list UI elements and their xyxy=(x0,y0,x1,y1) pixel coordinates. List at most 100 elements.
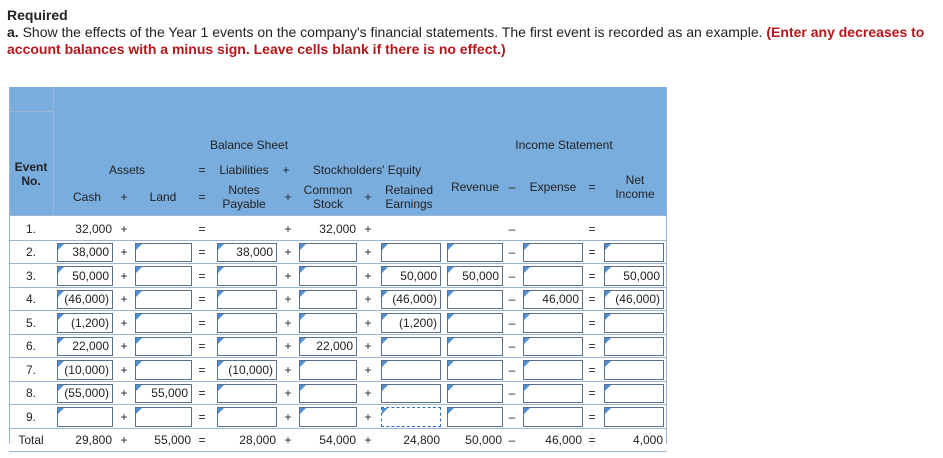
row-divider xyxy=(9,310,667,311)
expense-input[interactable]: 46,000 xyxy=(523,289,583,309)
stock-input[interactable]: 22,000 xyxy=(299,336,357,356)
stock-input[interactable] xyxy=(299,289,357,309)
retained-input[interactable] xyxy=(381,360,441,380)
input-marker-icon xyxy=(605,314,611,320)
cash-input[interactable]: 38,000 xyxy=(57,242,113,262)
retained-input[interactable] xyxy=(381,407,441,427)
revenue-input[interactable] xyxy=(447,383,503,403)
cash-input[interactable]: 22,000 xyxy=(57,336,113,356)
land-input[interactable] xyxy=(135,289,192,309)
revenue-input[interactable] xyxy=(447,242,503,262)
equals-operator: = xyxy=(198,339,206,354)
stock-input[interactable] xyxy=(299,360,357,380)
expense-input[interactable] xyxy=(523,360,583,380)
stock-input[interactable] xyxy=(299,266,357,286)
net-input[interactable] xyxy=(604,383,664,403)
revenue-input[interactable] xyxy=(447,407,503,427)
net-input[interactable] xyxy=(604,407,664,427)
notes-input[interactable] xyxy=(217,383,277,403)
row-divider xyxy=(9,380,667,382)
retained-input[interactable]: (46,000) xyxy=(381,289,441,309)
notes-input[interactable] xyxy=(217,289,277,309)
cash-input[interactable]: 50,000 xyxy=(57,266,113,286)
notes-input[interactable]: 38,000 xyxy=(217,242,277,262)
stock-input[interactable] xyxy=(299,407,357,427)
retained-input[interactable] xyxy=(381,383,441,403)
cash-input[interactable]: (1,200) xyxy=(57,313,113,333)
input-marker-icon xyxy=(524,408,530,414)
input-marker-icon xyxy=(382,314,388,320)
land-input[interactable] xyxy=(135,313,192,333)
stock-input[interactable] xyxy=(299,242,357,262)
equals-operator: = xyxy=(198,190,206,204)
net-input[interactable] xyxy=(604,242,664,262)
expense-input[interactable] xyxy=(523,266,583,286)
input-marker-icon xyxy=(448,408,454,414)
net-input[interactable] xyxy=(604,313,664,333)
revenue-input[interactable] xyxy=(447,313,503,333)
retained-value: 50,000 xyxy=(400,268,437,283)
retained-input[interactable]: 50,000 xyxy=(381,266,441,286)
equals-operator: = xyxy=(198,163,206,177)
retained-input[interactable] xyxy=(381,336,441,356)
expense-input[interactable] xyxy=(523,383,583,403)
land-input[interactable] xyxy=(135,336,192,356)
input-marker-icon xyxy=(448,384,454,391)
minus-operator: – xyxy=(508,339,516,354)
input-marker-icon xyxy=(524,243,530,250)
minus-operator: – xyxy=(508,292,516,307)
land-input[interactable]: 55,000 xyxy=(135,383,192,403)
stock-input[interactable] xyxy=(299,313,357,333)
stock-input[interactable] xyxy=(299,383,357,403)
cash-input[interactable]: (10,000) xyxy=(57,360,113,380)
expense-input[interactable] xyxy=(523,407,583,427)
revenue-input[interactable] xyxy=(447,336,503,356)
net-input[interactable] xyxy=(604,360,664,380)
notes-value: (10,000) xyxy=(228,362,273,377)
net-input[interactable] xyxy=(604,336,664,356)
net-income-header: Net Income xyxy=(615,173,655,201)
land-input[interactable] xyxy=(135,266,192,286)
revenue-input[interactable] xyxy=(447,360,503,380)
plus-operator: + xyxy=(284,409,292,424)
event-number: 8. xyxy=(25,386,36,401)
plus-operator: + xyxy=(364,339,372,354)
notes-input[interactable] xyxy=(217,336,277,356)
input-marker-icon xyxy=(448,361,454,367)
notes-input[interactable] xyxy=(217,407,277,427)
land-input[interactable] xyxy=(135,407,192,427)
cash-input[interactable] xyxy=(57,407,113,427)
input-marker-icon xyxy=(382,384,388,391)
equals-operator: = xyxy=(588,245,596,260)
land-input[interactable] xyxy=(135,242,192,262)
land-value: 55,000 xyxy=(151,386,188,401)
expense-input[interactable] xyxy=(523,242,583,262)
cash-input[interactable]: (46,000) xyxy=(57,289,113,309)
event-number: 2. xyxy=(25,245,36,260)
input-marker-icon xyxy=(524,337,530,344)
revenue-input[interactable]: 50,000 xyxy=(447,266,503,286)
revenue-input[interactable] xyxy=(447,289,503,309)
notes-input[interactable]: (10,000) xyxy=(217,360,277,380)
plus-operator: + xyxy=(364,268,372,283)
header-divider xyxy=(9,215,667,216)
equals-operator: = xyxy=(198,362,206,377)
expense-input[interactable] xyxy=(523,313,583,333)
input-marker-icon xyxy=(300,290,306,297)
notes-input[interactable] xyxy=(217,266,277,286)
cash-input[interactable]: (55,000) xyxy=(57,383,113,403)
net-input[interactable]: (46,000) xyxy=(604,289,664,309)
plus-operator: + xyxy=(284,245,292,260)
notes-input[interactable] xyxy=(217,313,277,333)
land-input[interactable] xyxy=(135,360,192,380)
net-input[interactable]: 50,000 xyxy=(604,266,664,286)
input-marker-icon xyxy=(58,408,64,414)
retained-input[interactable]: (1,200) xyxy=(381,313,441,333)
input-marker-icon xyxy=(300,337,306,344)
expense-input[interactable] xyxy=(523,336,583,356)
expense-header: Expense xyxy=(529,180,577,194)
balance-sheet-header: Balance Sheet xyxy=(209,138,289,152)
row-divider xyxy=(9,263,667,264)
retained-input[interactable] xyxy=(381,242,441,262)
notes-payable-header: Notes Payable xyxy=(222,183,266,211)
